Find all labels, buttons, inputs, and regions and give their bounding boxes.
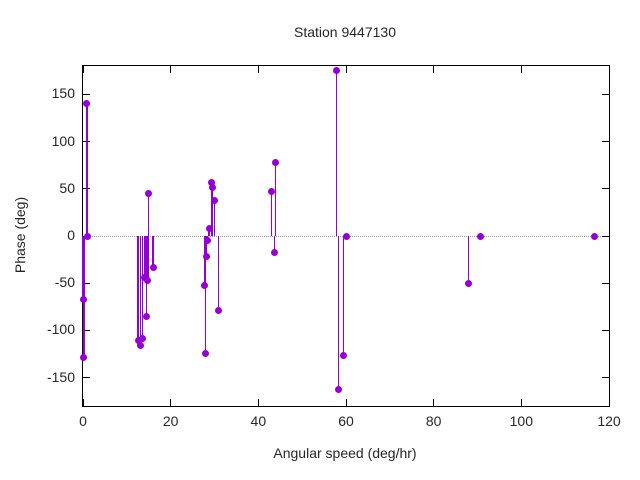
data-point [200,281,208,289]
impulse-stem [467,236,470,284]
y-tick [83,282,90,284]
x-tick-mirror [608,66,610,73]
data-point [335,385,343,393]
x-tick-label: 40 [250,413,267,429]
impulse-stem [342,236,345,355]
x-tick [520,399,522,406]
y-tick-mirror [602,93,609,95]
impulse-stem [213,200,216,236]
x-tick [345,399,347,406]
impulse-stem [337,236,340,389]
impulse-stem [273,236,276,253]
impulse-stem [147,236,149,281]
y-tick-mirror [602,235,609,237]
data-point [267,188,275,196]
y-tick-label: -100 [46,321,75,338]
x-tick-mirror [257,66,259,73]
data-point [149,263,157,271]
x-tick [608,399,610,406]
data-point [83,100,91,108]
impulse-stem [203,236,206,286]
data-point [465,279,473,287]
data-point [342,232,350,240]
data-point [136,342,144,350]
impulse-stem [204,236,207,354]
impulse-stem [86,103,88,236]
y-tick [83,93,90,95]
y-tick [83,377,90,379]
impulse-stem [205,236,207,257]
impulse-stem [208,228,210,236]
y-tick-label: -150 [46,368,75,385]
x-tick-mirror [170,66,172,73]
data-point [143,312,151,320]
plot-area: 0 20 40 60 80 100 120 -150 -100 -50 0 50 100 150 [47,65,621,429]
data-point [80,354,88,362]
data-point [271,158,279,166]
x-tick-mirror [433,66,435,73]
impulse-stem [211,182,213,236]
data-point [477,232,485,240]
data-point [591,232,599,240]
y-tick [83,329,90,331]
data-point [144,190,152,197]
x-tick-label: 60 [338,413,354,429]
impulse-stem [217,236,220,311]
impulse-stem [152,236,154,268]
data-point [83,232,91,240]
impulse-stem [274,162,277,236]
data-point [332,67,340,75]
x-tick-label: 120 [597,413,621,429]
y-tick-mirror [602,377,609,379]
x-tick-label: 0 [79,413,87,429]
data-point [208,178,216,186]
data-point [201,349,209,357]
x-tick-label: 80 [425,413,442,429]
impulse-stem [144,236,146,278]
y-tick-mirror [602,329,609,331]
impulse-stem [137,236,139,341]
x-tick [170,399,172,406]
x-tick [82,399,84,406]
y-tick-label: 0 [67,227,75,243]
data-point [134,337,142,345]
y-tick-label: 50 [59,179,75,196]
data-point [271,248,279,256]
impulse-stem [147,193,150,236]
y-tick-label: 150 [51,85,75,102]
impulse-stem [82,236,84,300]
data-point [339,351,347,359]
data-point [202,253,210,261]
impulse-stem [335,70,338,236]
x-axis-title: Angular speed (deg/hr) [273,445,417,461]
data-point [211,196,218,204]
y-tick-mirror [602,141,609,143]
x-tick-mirror [520,66,522,73]
y-tick-mirror [602,188,609,190]
chart-title: Station 9447130 [294,24,396,40]
x-tick-label: 100 [509,413,533,429]
x-tick-label: 20 [162,413,179,429]
data-point [203,237,211,245]
y-tick-label: -50 [54,274,75,291]
y-tick-mirror [602,282,609,284]
impulse-stem [141,236,144,338]
impulse-stem [139,236,142,346]
data-point [79,295,87,303]
y-tick-label: 100 [51,132,75,149]
data-point [144,276,152,284]
x-tick [433,399,435,406]
data-point [139,334,147,342]
impulse-stem [270,191,273,236]
data-point [209,184,217,192]
data-point [214,307,222,315]
data-point [205,224,213,232]
x-tick-mirror [345,66,347,73]
impulse-stem [211,187,214,236]
x-tick [257,399,259,406]
x-tick-mirror [82,66,84,73]
